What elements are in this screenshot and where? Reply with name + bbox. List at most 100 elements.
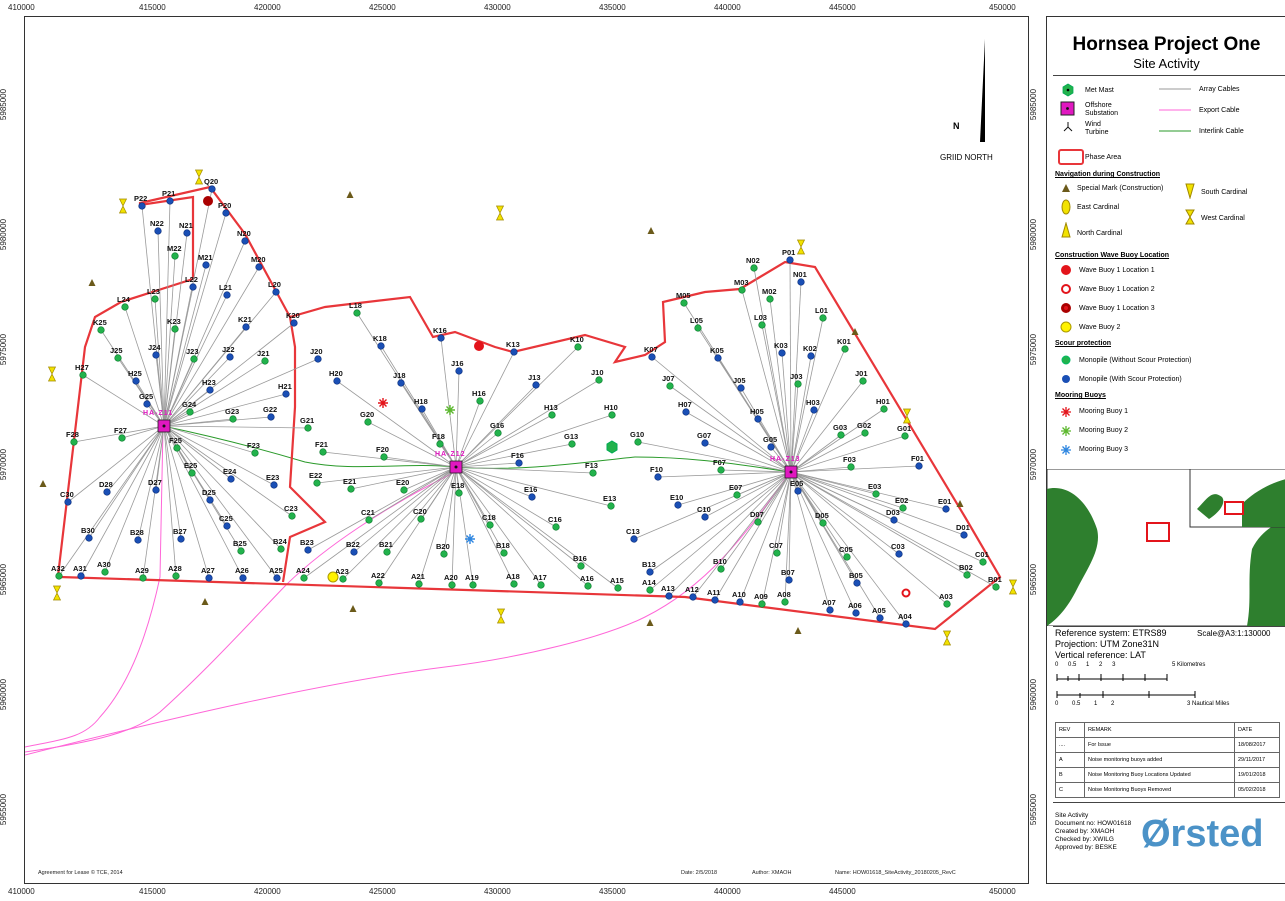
y-coord-label: 5975000: [1029, 333, 1039, 366]
site-map[interactable]: P22 P21 Q20 P20 N22 N21 N20 M22 M21 M20 L24 L23 L22 L…: [25, 17, 1028, 883]
array-cable: [753, 267, 792, 473]
legend-divider: [1053, 75, 1285, 76]
mooring-buoy-1: [378, 398, 388, 408]
array-cable: [137, 425, 165, 541]
wind-turbine: [876, 614, 884, 622]
wind-turbine: [797, 278, 805, 286]
wind-turbine: [208, 185, 216, 193]
turbine-label: B16: [573, 554, 587, 563]
wind-turbine: [288, 512, 296, 520]
wind-turbine: [440, 550, 448, 558]
wind-turbine: [55, 572, 63, 580]
remark-cell: Noise Monitoring Buoys Removed: [1084, 782, 1235, 798]
wind-turbine: [377, 342, 385, 350]
turbine-label: G03: [833, 423, 847, 432]
legend-scour-1: Monopile (Without Scour Protection): [1079, 357, 1192, 364]
array-cable: [757, 471, 792, 523]
turbine-label: J18: [393, 371, 406, 380]
array-cable: [163, 425, 275, 486]
wind-turbine: [773, 549, 781, 557]
wind-turbine: [151, 295, 159, 303]
array-cable: [73, 425, 165, 443]
map-frame[interactable]: P22 P21 Q20 P20 N22 N21 N20 M22 M21 M20 L24 L23 L22 L…: [24, 16, 1029, 884]
wind-turbine: [532, 381, 540, 389]
wind-turbine: [380, 453, 388, 461]
y-coord-label: 5980000: [1029, 218, 1039, 251]
turbine-label: B10: [713, 557, 727, 566]
array-cable: [704, 442, 792, 473]
wind-turbine: [314, 355, 322, 363]
wind-turbine: [206, 386, 214, 394]
wind-turbine: [364, 418, 372, 426]
cardinal-buoy: [796, 239, 806, 255]
array-cable: [720, 469, 792, 473]
array-cable: [124, 306, 165, 427]
x-coord-label: 450000: [989, 887, 1016, 896]
turbine-label: D03: [886, 508, 900, 517]
nav-heading: Navigation during Construction: [1055, 171, 1160, 178]
wind-turbine: [494, 429, 502, 437]
turbine-label: B02: [959, 563, 973, 572]
turbine-label: M21: [198, 253, 213, 262]
turbine-label: A07: [822, 598, 836, 607]
array-cable: [455, 346, 579, 468]
turbine-label: E18: [451, 481, 464, 490]
wind-turbine: [418, 405, 426, 413]
array-cable: [121, 425, 165, 439]
array-cable: [790, 465, 920, 473]
wind-turbine: [132, 377, 140, 385]
turbine-label: G23: [225, 407, 239, 416]
table-row: .... For Issue 18/08/2017: [1055, 737, 1280, 753]
wind-turbine: [537, 581, 545, 589]
rev-cell: B: [1055, 767, 1085, 783]
x-coord-label: 430000: [484, 3, 511, 12]
north-cardinal-icon: [1061, 222, 1071, 238]
turbine-label: A05: [872, 606, 886, 615]
turbine-label: A04: [898, 612, 913, 621]
array-cable: [386, 466, 457, 553]
revision-table: REV REMARK DATE .... For Issue 18/08/201…: [1055, 722, 1280, 798]
array-cable: [141, 205, 165, 427]
date-cell: 18/08/2017: [1234, 737, 1280, 753]
turbine-label: J03: [790, 372, 803, 381]
wind-turbine: [666, 382, 674, 390]
array-cable: [350, 466, 457, 490]
wind-turbine: [758, 600, 766, 608]
nm-label: 3 Nautical Miles: [1187, 701, 1230, 707]
turbine-label: A13: [661, 584, 675, 593]
legend-substation: Offshore Substation: [1085, 102, 1119, 117]
wind-turbine: [188, 469, 196, 477]
remark-cell: Noise monitoring buoys added: [1084, 752, 1235, 768]
wind-turbine: [717, 565, 725, 573]
wind-turbine: [70, 438, 78, 446]
turbine-label: C13: [626, 527, 640, 536]
turbine-label: G25: [139, 392, 153, 401]
x-coord-label: 445000: [829, 887, 856, 896]
turbine-label: F13: [585, 461, 598, 470]
wind-turbine: [290, 319, 298, 327]
doc-meta: Site Activity Document no: HOW01618 Crea…: [1055, 812, 1131, 852]
turbine-label: N22: [150, 219, 164, 228]
wind-turbine: [171, 325, 179, 333]
turbine-label: H27: [75, 363, 89, 372]
array-cable: [455, 466, 582, 567]
wind-turbine: [455, 367, 463, 375]
wind-turbine: [375, 579, 383, 587]
wind-turbine: [121, 303, 129, 311]
special-mark: [349, 605, 357, 612]
inset-locator-map: [1047, 469, 1285, 626]
wind-turbine: [205, 574, 213, 582]
turbine-label: C23: [284, 504, 298, 513]
turbine-label: H01: [876, 397, 890, 406]
array-cable: [163, 264, 207, 427]
array-cable: [88, 425, 165, 539]
turbine-label: E07: [729, 483, 742, 492]
array-cable: [788, 471, 792, 581]
x-coord-label: 410000: [8, 887, 35, 896]
map-footer-text: Agreement for Lease © TCE, 2014: [38, 869, 123, 876]
array-cable: [781, 352, 792, 473]
wind-turbine: [277, 545, 285, 553]
wind-turbine: [634, 438, 642, 446]
turbine-label: H03: [806, 398, 820, 407]
turbine-label: K02: [803, 344, 817, 353]
